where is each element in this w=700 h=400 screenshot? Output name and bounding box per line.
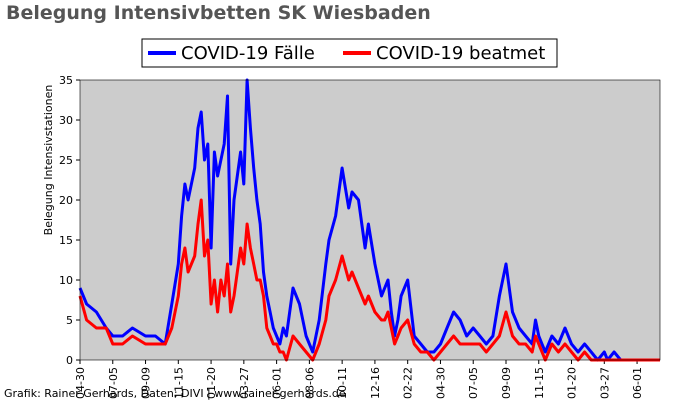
x-tick-label: 10-11 [336,367,349,399]
x-tick-label: 11-15 [172,367,185,399]
y-tick-label: 30 [59,114,73,127]
x-tick-label: 04-30 [434,367,447,399]
x-tick-label: 01-20 [566,367,579,399]
credit-text: Grafik: Rainer Gerhards, Daten: DIVI | w… [4,387,346,400]
y-tick-label: 10 [59,274,73,287]
x-tick-label: 04-30 [74,367,87,399]
x-tick-label: 06-01 [271,367,284,399]
plot-frame [79,79,661,361]
x-tick-label: 09-09 [140,367,153,399]
series-layer [78,78,661,362]
y-tick-label: 5 [66,314,73,327]
series-line-faelle [78,78,660,362]
legend-label-faelle: COVID-19 Fälle [181,43,315,64]
series-line-beatmet [78,198,660,362]
x-tick-label: 08-06 [303,367,316,399]
legend-label-beatmet: COVID-19 beatmet [376,43,545,64]
y-axis: 0 5 10 15 20 25 30 35 [59,74,80,367]
x-tick-label: 11-15 [533,367,546,399]
y-axis-label: Belegung Intensivstationen [42,85,55,236]
y-tick-label: 15 [59,234,73,247]
x-tick-label: 06-01 [631,367,644,399]
x-tick-label: 02-22 [402,367,415,399]
x-tick-label: 01-20 [205,367,218,399]
x-tick-label: 03-27 [238,367,251,399]
y-tick-label: 0 [66,354,73,367]
x-tick-label: 03-27 [598,367,611,399]
plot-area [80,80,660,360]
x-axis: 04-30 07-05 09-09 11-15 01-20 03-27 06-01 08-06… [74,360,644,399]
x-tick-label: 12-16 [369,367,382,399]
legend: COVID-19 Fälle COVID-19 beatmet [141,38,558,68]
y-tick-label: 25 [59,154,73,167]
chart-title: Belegung Intensivbetten SK Wiesbaden [6,2,431,24]
y-tick-label: 20 [59,194,73,207]
x-tick-label: 07-05 [107,367,120,399]
x-tick-label: 09-09 [500,367,513,399]
x-tick-label: 07-05 [467,367,480,399]
y-tick-label: 35 [59,74,73,87]
